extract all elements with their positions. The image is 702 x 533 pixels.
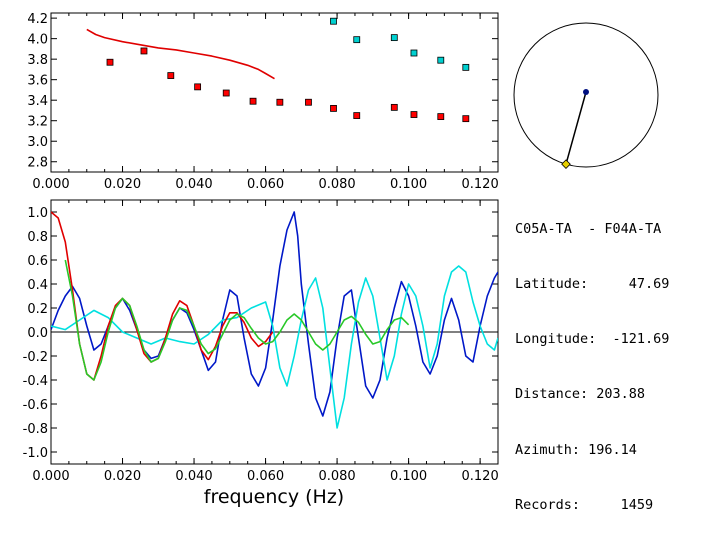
data-point bbox=[305, 98, 312, 106]
correlation-plot: 0.000 0.020 0.040 0.060 0.080 0.100 0.120 1.0 0.… bbox=[23, 199, 499, 484]
y-tick-label: 1.0 bbox=[27, 206, 48, 221]
data-point bbox=[140, 47, 148, 55]
y-tick-label: -0.2 bbox=[23, 350, 48, 365]
y-tick-label: 3.6 bbox=[27, 74, 48, 89]
data-point bbox=[462, 63, 470, 71]
data-point bbox=[194, 83, 202, 91]
latitude-line: Latitude: 47.69 bbox=[515, 276, 670, 293]
x-tick-label: 0.100 bbox=[390, 177, 427, 192]
y-tick-label: 3.8 bbox=[27, 53, 48, 68]
y-tick-label: 3.0 bbox=[27, 135, 48, 150]
data-point bbox=[353, 112, 361, 119]
plot-frame bbox=[50, 12, 499, 173]
data-point bbox=[330, 105, 337, 112]
x-tick-label: 0.060 bbox=[247, 177, 284, 192]
data-point bbox=[390, 103, 398, 111]
x-tick-label: 0.040 bbox=[175, 469, 212, 484]
data-point bbox=[167, 72, 175, 79]
x-tick-label: 0.120 bbox=[462, 469, 499, 484]
series-1 bbox=[330, 17, 470, 71]
y-tick-label: 0.8 bbox=[27, 230, 48, 245]
series-line-2 bbox=[51, 211, 274, 381]
y-tick-label: 4.0 bbox=[27, 33, 48, 48]
y-tick-label: 0.0 bbox=[27, 326, 48, 341]
azimuth-line bbox=[565, 91, 587, 165]
data-point bbox=[410, 49, 418, 57]
plot-area bbox=[51, 211, 498, 429]
info-panel: C05A-TA - F04A-TA Latitude: 47.69 Longit… bbox=[515, 183, 669, 533]
data-point bbox=[410, 111, 418, 118]
data-point bbox=[249, 97, 257, 105]
x-tick-label: 0.020 bbox=[104, 469, 141, 484]
y-tick-label: 0.4 bbox=[27, 278, 48, 293]
azimuth-line: Azimuth: 196.14 bbox=[515, 441, 637, 458]
x-tick-label: 0.080 bbox=[318, 177, 355, 192]
y-tick-label: 4.2 bbox=[27, 12, 48, 27]
station-pair: C05A-TA - F04A-TA bbox=[515, 220, 662, 237]
y-tick-label: 3.4 bbox=[27, 94, 48, 109]
series-0 bbox=[106, 47, 470, 123]
azimuth-inset bbox=[513, 22, 659, 169]
data-point bbox=[276, 98, 284, 106]
data-point bbox=[437, 113, 445, 121]
dispersion-plot: 0.000 0.020 0.040 0.060 0.080 0.100 0.120 4.2 4.… bbox=[27, 12, 498, 192]
data-point bbox=[106, 58, 114, 66]
y-tick-label: 0.6 bbox=[27, 254, 48, 269]
x-axis-title: frequency (Hz) bbox=[204, 486, 344, 508]
y-tick-label: -0.4 bbox=[23, 374, 48, 389]
data-point bbox=[462, 115, 470, 123]
records-line: Records: 1459 bbox=[515, 496, 654, 513]
data-point bbox=[353, 36, 361, 44]
data-point bbox=[222, 89, 230, 97]
series-line-2 bbox=[86, 28, 275, 80]
y-tick-label: 3.2 bbox=[27, 115, 48, 130]
plot-area bbox=[86, 17, 470, 123]
x-tick-label: 0.120 bbox=[462, 177, 499, 192]
series-line-3 bbox=[64, 259, 410, 381]
y-tick-label: 2.8 bbox=[27, 156, 48, 171]
x-tick-label: 0.100 bbox=[390, 469, 427, 484]
series-line-1 bbox=[51, 265, 498, 429]
y-tick-label: 0.2 bbox=[27, 302, 48, 317]
y-tick-label: -0.6 bbox=[23, 398, 48, 413]
x-tick-label: 0.000 bbox=[32, 469, 69, 484]
x-tick-label: 0.020 bbox=[104, 177, 141, 192]
remote-station-marker bbox=[561, 159, 571, 169]
x-tick-label: 0.060 bbox=[247, 469, 284, 484]
chart-canvas: 0.000 0.020 0.040 0.060 0.080 0.100 0.120 4.2 4.… bbox=[23, 12, 659, 508]
y-tick-label: -0.8 bbox=[23, 422, 48, 437]
series-line-0 bbox=[51, 211, 498, 417]
y-tick-label: -1.0 bbox=[23, 446, 48, 461]
x-tick-label: 0.000 bbox=[32, 177, 69, 192]
x-tick-label: 0.040 bbox=[175, 177, 212, 192]
data-point bbox=[330, 17, 337, 25]
longitude-line: Longitude: -121.69 bbox=[515, 331, 670, 348]
x-tick-label: 0.080 bbox=[318, 469, 355, 484]
inset-circle bbox=[513, 22, 659, 168]
distance-line: Distance: 203.88 bbox=[515, 386, 646, 403]
station-dot bbox=[583, 89, 589, 95]
data-point bbox=[437, 56, 445, 64]
data-point bbox=[390, 34, 398, 42]
